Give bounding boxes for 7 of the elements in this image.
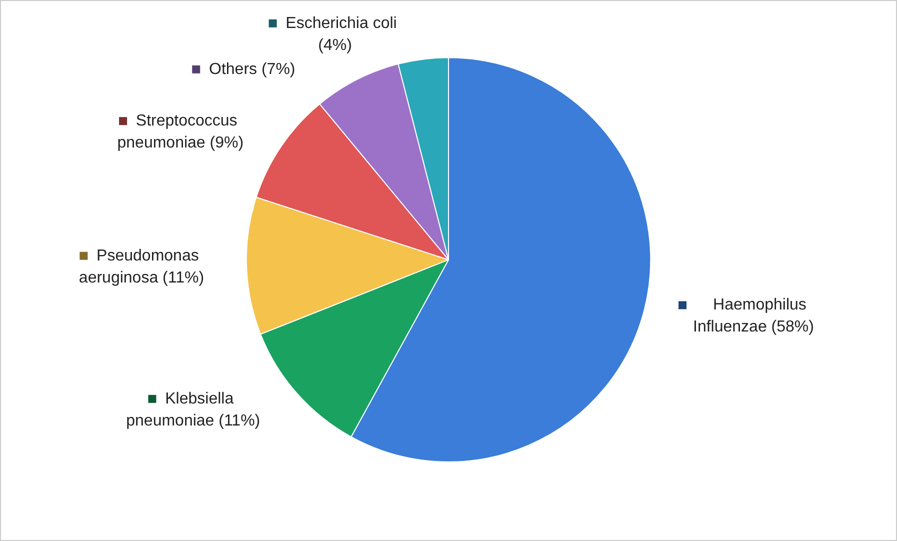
slice-label: Pseudomonas aeruginosa (11%) — [78, 247, 204, 286]
slice-label: Klebsiella pneumoniae (11%) — [126, 390, 260, 430]
slice-label: Haemophilus Influenzae (58%) — [693, 296, 814, 336]
slice-label: Escherichia coli — [286, 14, 402, 32]
data-label: (4%) — [318, 36, 352, 54]
slice-label: Others (7%) — [209, 60, 296, 78]
slice-label: Streptococcus pneumoniae (9%) — [117, 112, 244, 152]
